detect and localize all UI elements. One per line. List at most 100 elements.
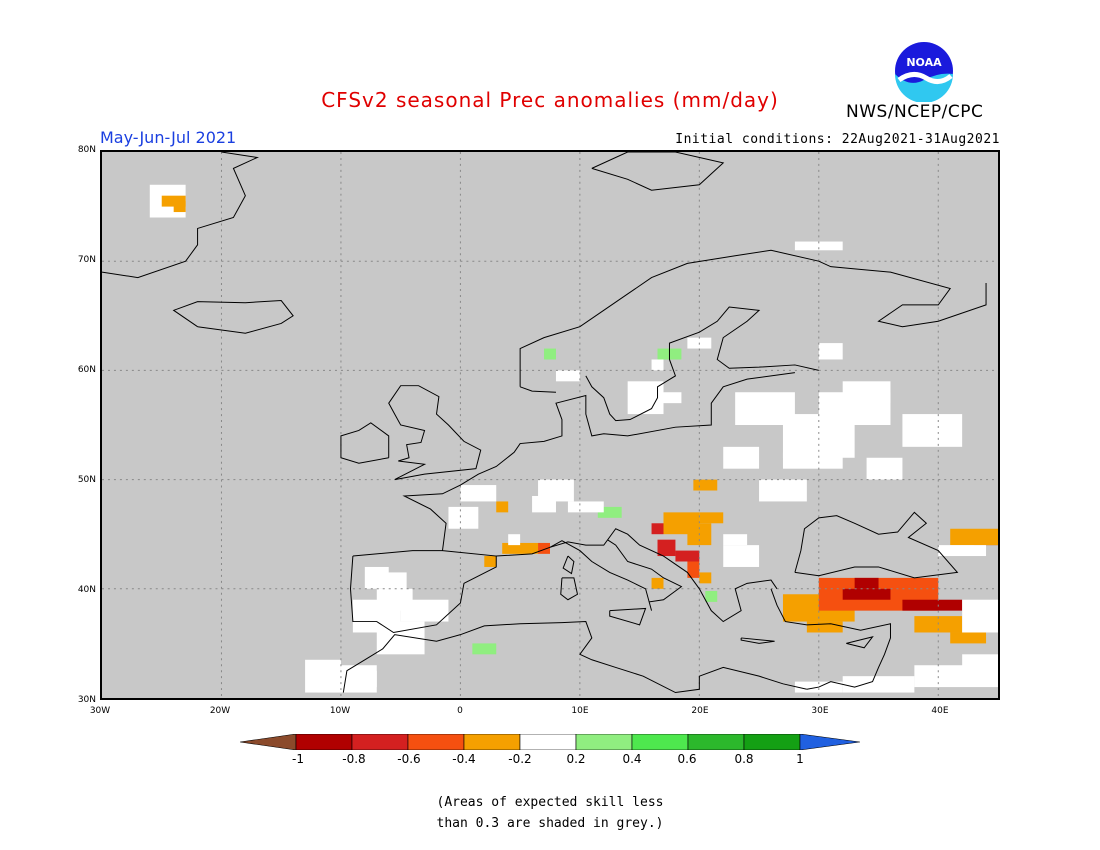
anomaly-cell bbox=[699, 512, 724, 524]
anomaly-cell bbox=[567, 501, 604, 513]
colorbar-segment bbox=[351, 734, 409, 750]
anomaly-cell bbox=[597, 506, 622, 518]
coastline bbox=[740, 637, 775, 644]
coastline bbox=[402, 372, 795, 551]
colorbar-label: -0.4 bbox=[452, 752, 476, 766]
agency-label: NWS/NCEP/CPC bbox=[846, 102, 984, 122]
anomaly-cell bbox=[842, 588, 891, 600]
colorbar-segment bbox=[519, 734, 577, 750]
coastline bbox=[560, 577, 579, 601]
lat-label-70n: 70N bbox=[77, 255, 96, 265]
anomaly-cell bbox=[400, 599, 449, 622]
coastline bbox=[102, 152, 260, 279]
anomaly-cell bbox=[317, 670, 377, 693]
coastline bbox=[591, 152, 725, 191]
lon-label-10e: 10E bbox=[571, 706, 589, 716]
lon-label-20e: 20E bbox=[691, 706, 709, 716]
anomaly-cell bbox=[699, 572, 712, 584]
lon-label-30w: 30W bbox=[89, 706, 111, 716]
colorbar-segment bbox=[687, 734, 745, 750]
colorbar-label: 1 bbox=[796, 752, 804, 766]
lat-label-60n: 60N bbox=[77, 365, 96, 375]
skill-note: (Areas of expected skill less than 0.3 a… bbox=[0, 792, 1100, 834]
anomaly-cell bbox=[723, 446, 760, 469]
anomaly-cell bbox=[657, 539, 676, 557]
coastline bbox=[794, 511, 959, 579]
colorbar-label: 0.2 bbox=[566, 752, 586, 766]
colorbar-segment bbox=[407, 734, 465, 750]
anomaly-cell bbox=[161, 195, 186, 207]
lon-label-20w: 20W bbox=[209, 706, 231, 716]
anomaly-cell bbox=[693, 479, 718, 491]
coastline bbox=[562, 555, 575, 575]
coastline bbox=[340, 422, 390, 464]
anomaly-cell bbox=[173, 201, 186, 213]
coastline bbox=[549, 539, 683, 611]
coastline bbox=[342, 621, 807, 694]
lon-label-0: 0 bbox=[457, 706, 463, 716]
anomaly-cell bbox=[962, 599, 998, 633]
colorbar-label: 0.8 bbox=[734, 752, 754, 766]
anomaly-cell bbox=[723, 545, 760, 567]
coastline bbox=[172, 300, 294, 334]
anomaly-cell bbox=[460, 485, 497, 502]
anomaly-cell bbox=[866, 457, 903, 480]
anomaly-cell bbox=[705, 590, 718, 602]
colorbar bbox=[240, 734, 860, 750]
anomaly-cell bbox=[842, 676, 915, 693]
lat-label-50n: 50N bbox=[77, 475, 96, 485]
colorbar-segment bbox=[575, 734, 633, 750]
colorbar-label: 0.6 bbox=[677, 752, 697, 766]
anomaly-cell bbox=[818, 343, 843, 360]
anomaly-cell bbox=[687, 561, 700, 578]
coastline bbox=[585, 306, 819, 422]
skill-note-line2: than 0.3 are shaded in grey.) bbox=[436, 816, 664, 831]
colorbar-arrow-right bbox=[799, 734, 860, 750]
colorbar-segment bbox=[463, 734, 521, 750]
colorbar-label: -0.8 bbox=[342, 752, 366, 766]
colorbar-segment bbox=[295, 734, 353, 750]
anomaly-cell bbox=[950, 528, 998, 546]
anomaly-cell bbox=[651, 577, 664, 589]
lon-label-40e: 40E bbox=[931, 706, 949, 716]
map-gridlines bbox=[102, 152, 998, 698]
skill-note-line1: (Areas of expected skill less bbox=[436, 795, 664, 810]
coastline bbox=[609, 607, 647, 626]
svg-text:NOAA: NOAA bbox=[906, 56, 942, 69]
anomaly-cell bbox=[842, 381, 891, 404]
colorbar-label: 0.4 bbox=[622, 752, 642, 766]
anomaly-cell bbox=[651, 523, 664, 535]
coastline bbox=[388, 385, 482, 481]
anomaly-cell bbox=[902, 599, 963, 611]
colorbar-arrow-left bbox=[240, 734, 297, 750]
coastline bbox=[519, 386, 556, 393]
coastline bbox=[519, 249, 987, 387]
lat-label-80n: 80N bbox=[77, 145, 96, 155]
anomaly-cell bbox=[723, 534, 748, 546]
anomaly-cells bbox=[149, 184, 998, 693]
anomaly-cell bbox=[663, 392, 682, 404]
anomaly-cell bbox=[806, 621, 843, 633]
colorbar-segment bbox=[631, 734, 689, 750]
noaa-logo-icon: NOAA bbox=[894, 41, 954, 102]
chart-title: CFSv2 seasonal Prec anomalies (mm/day) bbox=[0, 88, 1100, 112]
initial-conditions-label: Initial conditions: 22Aug2021-31Aug2021 bbox=[675, 132, 1000, 147]
anomaly-cell bbox=[532, 495, 556, 513]
coastline bbox=[496, 528, 778, 623]
anomaly-cell bbox=[675, 550, 700, 562]
anomaly-cell bbox=[759, 479, 807, 502]
anomaly-cell bbox=[496, 501, 509, 513]
lon-label-30e: 30E bbox=[811, 706, 829, 716]
colorbar-label: -0.6 bbox=[397, 752, 421, 766]
lat-label-30n: 30N bbox=[77, 695, 96, 705]
anomaly-cell bbox=[782, 452, 843, 469]
anomaly-cell bbox=[902, 414, 963, 447]
lon-label-10w: 10W bbox=[329, 706, 351, 716]
chart-title-text: CFSv2 seasonal Prec anomalies (mm/day) bbox=[321, 88, 779, 112]
colorbar-label: -0.2 bbox=[508, 752, 532, 766]
anomaly-cell bbox=[508, 534, 521, 546]
anomaly-cell bbox=[448, 506, 479, 529]
anomaly-cell bbox=[544, 348, 556, 360]
anomaly-cell bbox=[854, 577, 879, 589]
anomaly-cell bbox=[651, 359, 664, 371]
